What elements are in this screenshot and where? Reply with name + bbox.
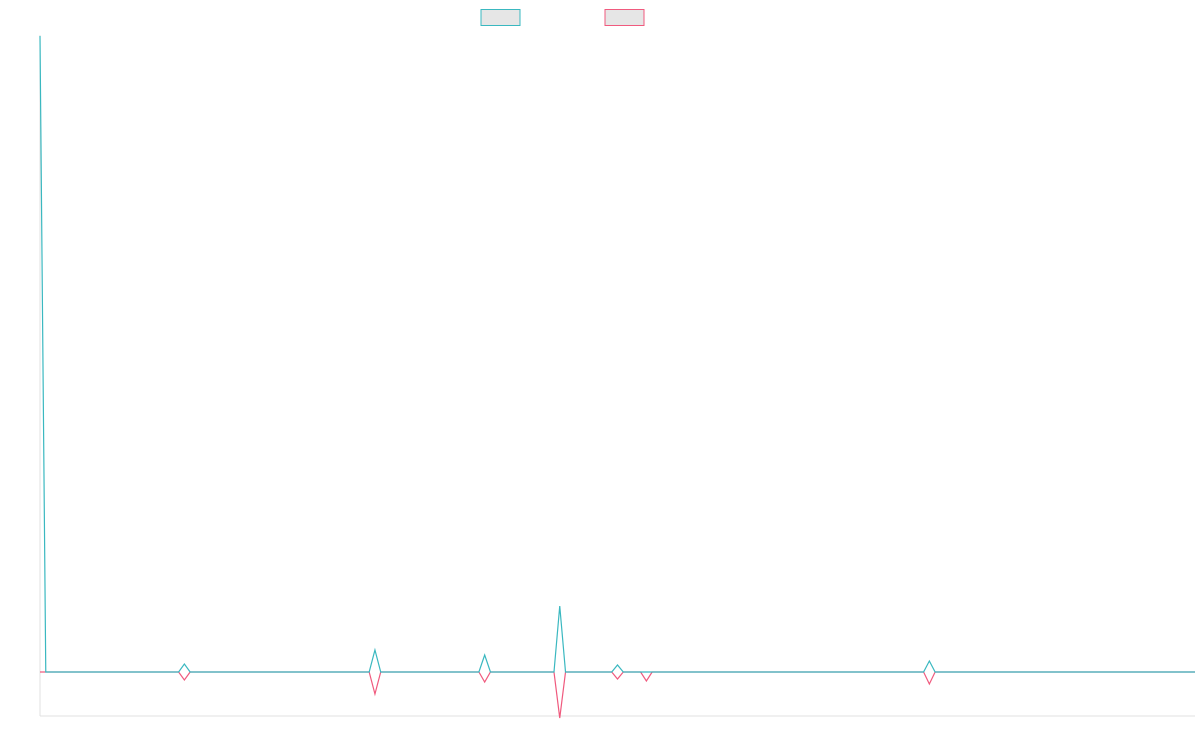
series-line	[39, 35, 1195, 673]
series-line	[40, 671, 1195, 719]
legend-swatch[interactable]	[604, 9, 645, 26]
legend-swatch[interactable]	[480, 9, 521, 26]
